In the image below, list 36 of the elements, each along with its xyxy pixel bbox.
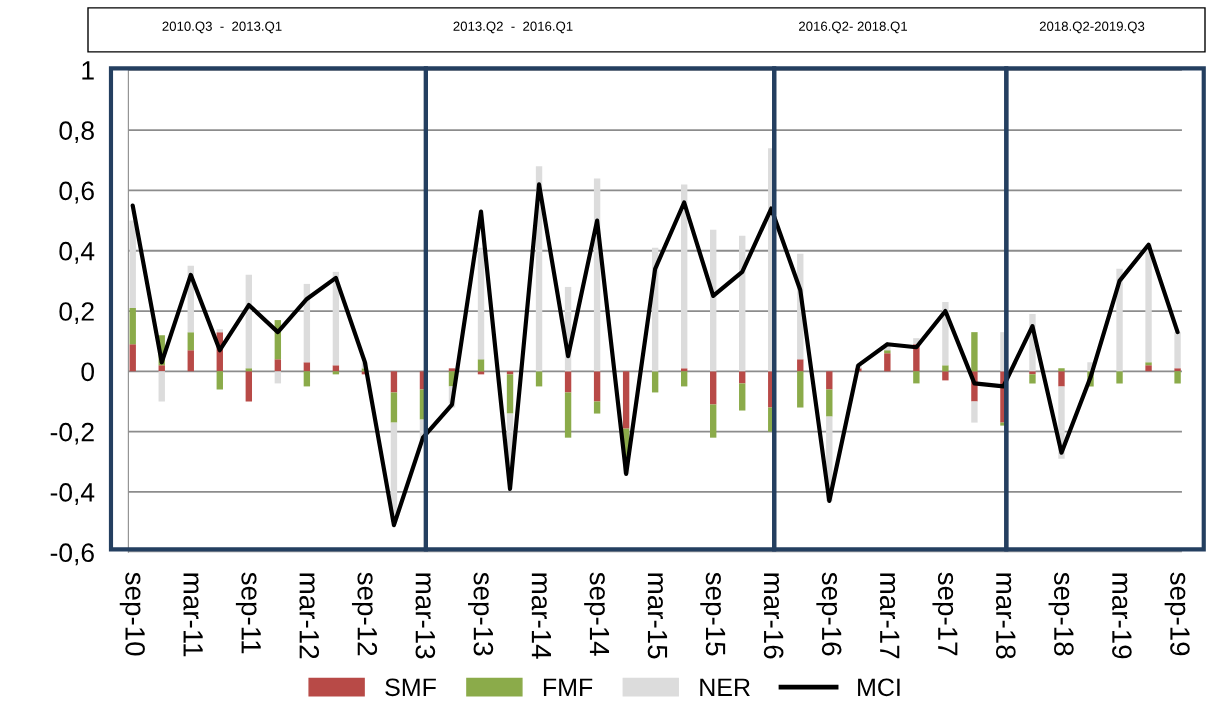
legend-label: FMF [543,678,593,696]
y-tick-label: 0,2 [59,302,94,324]
x-tick-label: mar-18 [995,573,1016,659]
x-tick-label: sep-18 [1048,572,1074,656]
x-tick-label: sep-16 [816,572,842,656]
x-tick-label: mar-16 [763,573,784,659]
y-tick-label: 0 [81,362,94,382]
y-tick-label: -0,6 [50,543,94,566]
x-tick-label: mar-13 [415,573,436,659]
legend-label: SMF [385,678,436,697]
text: 2016.Q2- 2018.Q1 [799,21,908,34]
x-tick-label: sep-12 [351,572,378,656]
legend-label: NER [700,678,750,696]
x-tick-label: mar-14 [531,573,551,659]
x-tick-label: mar-11 [183,573,203,657]
x-tick-label: sep-13 [468,572,494,656]
x-tick-label: mar-19 [1112,573,1132,659]
text: 2018.Q2-2019.Q3 [1039,21,1145,34]
y-tick-label: 0,4 [59,241,95,264]
y-tick-label: 0,8 [59,121,94,144]
text: 2013.Q2 - 2016.Q1 [453,21,573,34]
x-tick-label: sep-11 [235,572,261,654]
text: 2010.Q3 - 2013.Q1 [162,21,282,34]
x-tick-label: sep-17 [932,572,958,656]
x-tick-label: mar-17 [879,573,900,659]
y-tick-label: -0,4 [50,483,95,505]
x-tick-label: sep-14 [584,572,610,656]
y-tick-label: -0,2 [50,422,94,445]
x-tick-label: mar-12 [299,573,320,659]
y-tick-label: 0,6 [59,181,94,204]
legend-label: MCI [858,678,900,697]
y-tick-label: 1 [82,61,94,80]
x-tick-label: mar-15 [647,573,668,659]
x-tick-label: sep-15 [700,572,726,656]
x-tick-label: sep-10 [119,572,145,656]
x-tick-label: sep-19 [1164,572,1190,656]
